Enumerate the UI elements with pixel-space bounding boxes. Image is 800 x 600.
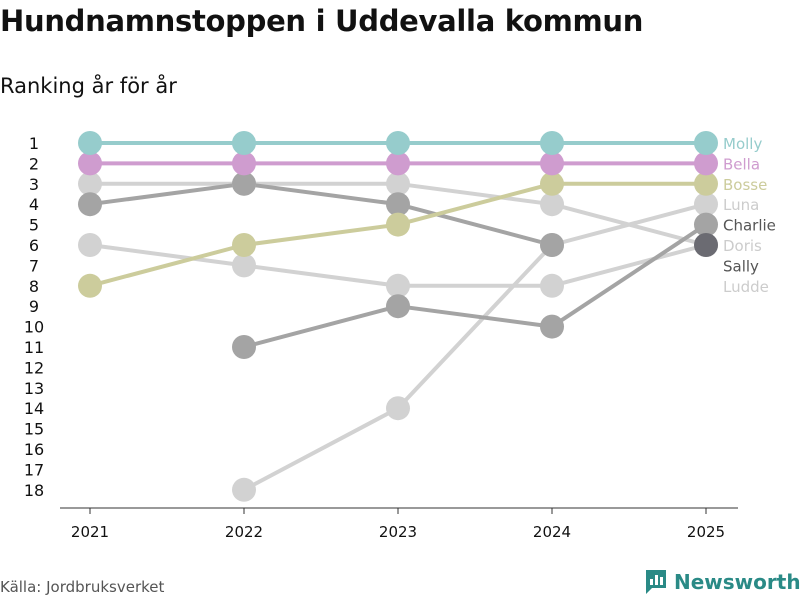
source-note: Källa: Jordbruksverket: [0, 578, 165, 596]
brand-logo: Newsworthy: [644, 568, 800, 596]
y-tick-label: 8: [29, 277, 39, 296]
series-point-bella: [232, 151, 256, 176]
chart-title: Hundnamnstoppen i Uddevalla kommun: [0, 4, 644, 38]
series-point-bella: [694, 151, 718, 176]
series-point-molly: [694, 131, 718, 155]
series-point-ludde: [540, 192, 564, 217]
series-point-sally: [78, 192, 102, 217]
y-tick-label: 5: [29, 216, 39, 235]
y-tick-label: 10: [24, 318, 44, 337]
series-point-bosse: [540, 171, 564, 196]
series-point-charlie: [540, 314, 564, 339]
series-point-charlie: [232, 335, 256, 359]
series-point-bosse: [694, 171, 718, 196]
x-tick-label: 2022: [225, 523, 263, 541]
series-point-ludde: [386, 171, 410, 196]
series-point-ludde: [78, 171, 102, 196]
y-tick-label: 17: [24, 460, 44, 479]
series-point-doris: [540, 273, 564, 298]
y-tick-label: 13: [24, 379, 44, 398]
series-point-bella: [540, 151, 564, 176]
y-tick-label: 7: [29, 256, 39, 275]
series-point-doris: [78, 233, 102, 257]
series-point-molly: [386, 131, 410, 155]
series-point-sally: [540, 233, 564, 257]
series-point-molly: [232, 131, 256, 155]
y-tick-label: 4: [29, 195, 39, 214]
y-tick-label: 1: [29, 134, 39, 153]
y-tick-label: 15: [24, 420, 44, 439]
brand-name: Newsworthy: [674, 570, 800, 594]
bar-chart-logo-icon: [646, 570, 666, 594]
series-line-charlie: [242, 222, 708, 349]
y-tick-label: 6: [29, 236, 39, 255]
x-tick-label: 2025: [687, 523, 725, 541]
series-point-sally: [386, 192, 410, 217]
series-point-bosse: [78, 273, 102, 298]
series-point-charlie: [386, 294, 410, 319]
end-label-molly: Molly: [723, 135, 762, 153]
series-point-luna: [694, 192, 718, 217]
end-label-luna: Luna: [723, 196, 759, 214]
series-point-luna: [386, 396, 410, 421]
series-point-charlie: [694, 212, 718, 237]
y-tick-label: 2: [29, 154, 39, 173]
x-tick-label: 2023: [379, 523, 417, 541]
end-label-ludde: Ludde: [723, 278, 769, 296]
y-tick-label: 3: [29, 175, 39, 194]
y-tick-label: 9: [29, 297, 39, 316]
series-point-bosse: [232, 233, 256, 257]
series-point-bosse: [386, 212, 410, 237]
series-point-sally: [232, 171, 256, 196]
series-line-luna: [242, 202, 708, 492]
y-tick-label: 18: [24, 481, 44, 500]
series-point-bella: [386, 151, 410, 176]
end-label-charlie: Charlie: [723, 217, 776, 235]
series-point-doris: [232, 253, 256, 278]
x-tick-label: 2021: [71, 523, 109, 541]
chart-subtitle: Ranking år för år: [0, 74, 177, 98]
y-tick-label: 16: [24, 440, 44, 459]
y-tick-label: 11: [24, 338, 44, 357]
end-label-sally: Sally: [723, 257, 759, 275]
end-marker-point: [694, 233, 718, 257]
series-point-molly: [540, 131, 564, 155]
series-point-doris: [386, 273, 410, 298]
y-tick-label: 12: [24, 358, 44, 377]
y-tick-label: 14: [24, 399, 44, 418]
end-label-doris: Doris: [723, 237, 762, 255]
end-label-bella: Bella: [723, 155, 760, 173]
end-label-bosse: Bosse: [723, 176, 767, 194]
series-point-luna: [232, 477, 256, 502]
series-point-bella: [78, 151, 102, 176]
series-line-sally: [88, 181, 554, 247]
series-point-molly: [78, 131, 102, 155]
x-tick-label: 2024: [533, 523, 571, 541]
